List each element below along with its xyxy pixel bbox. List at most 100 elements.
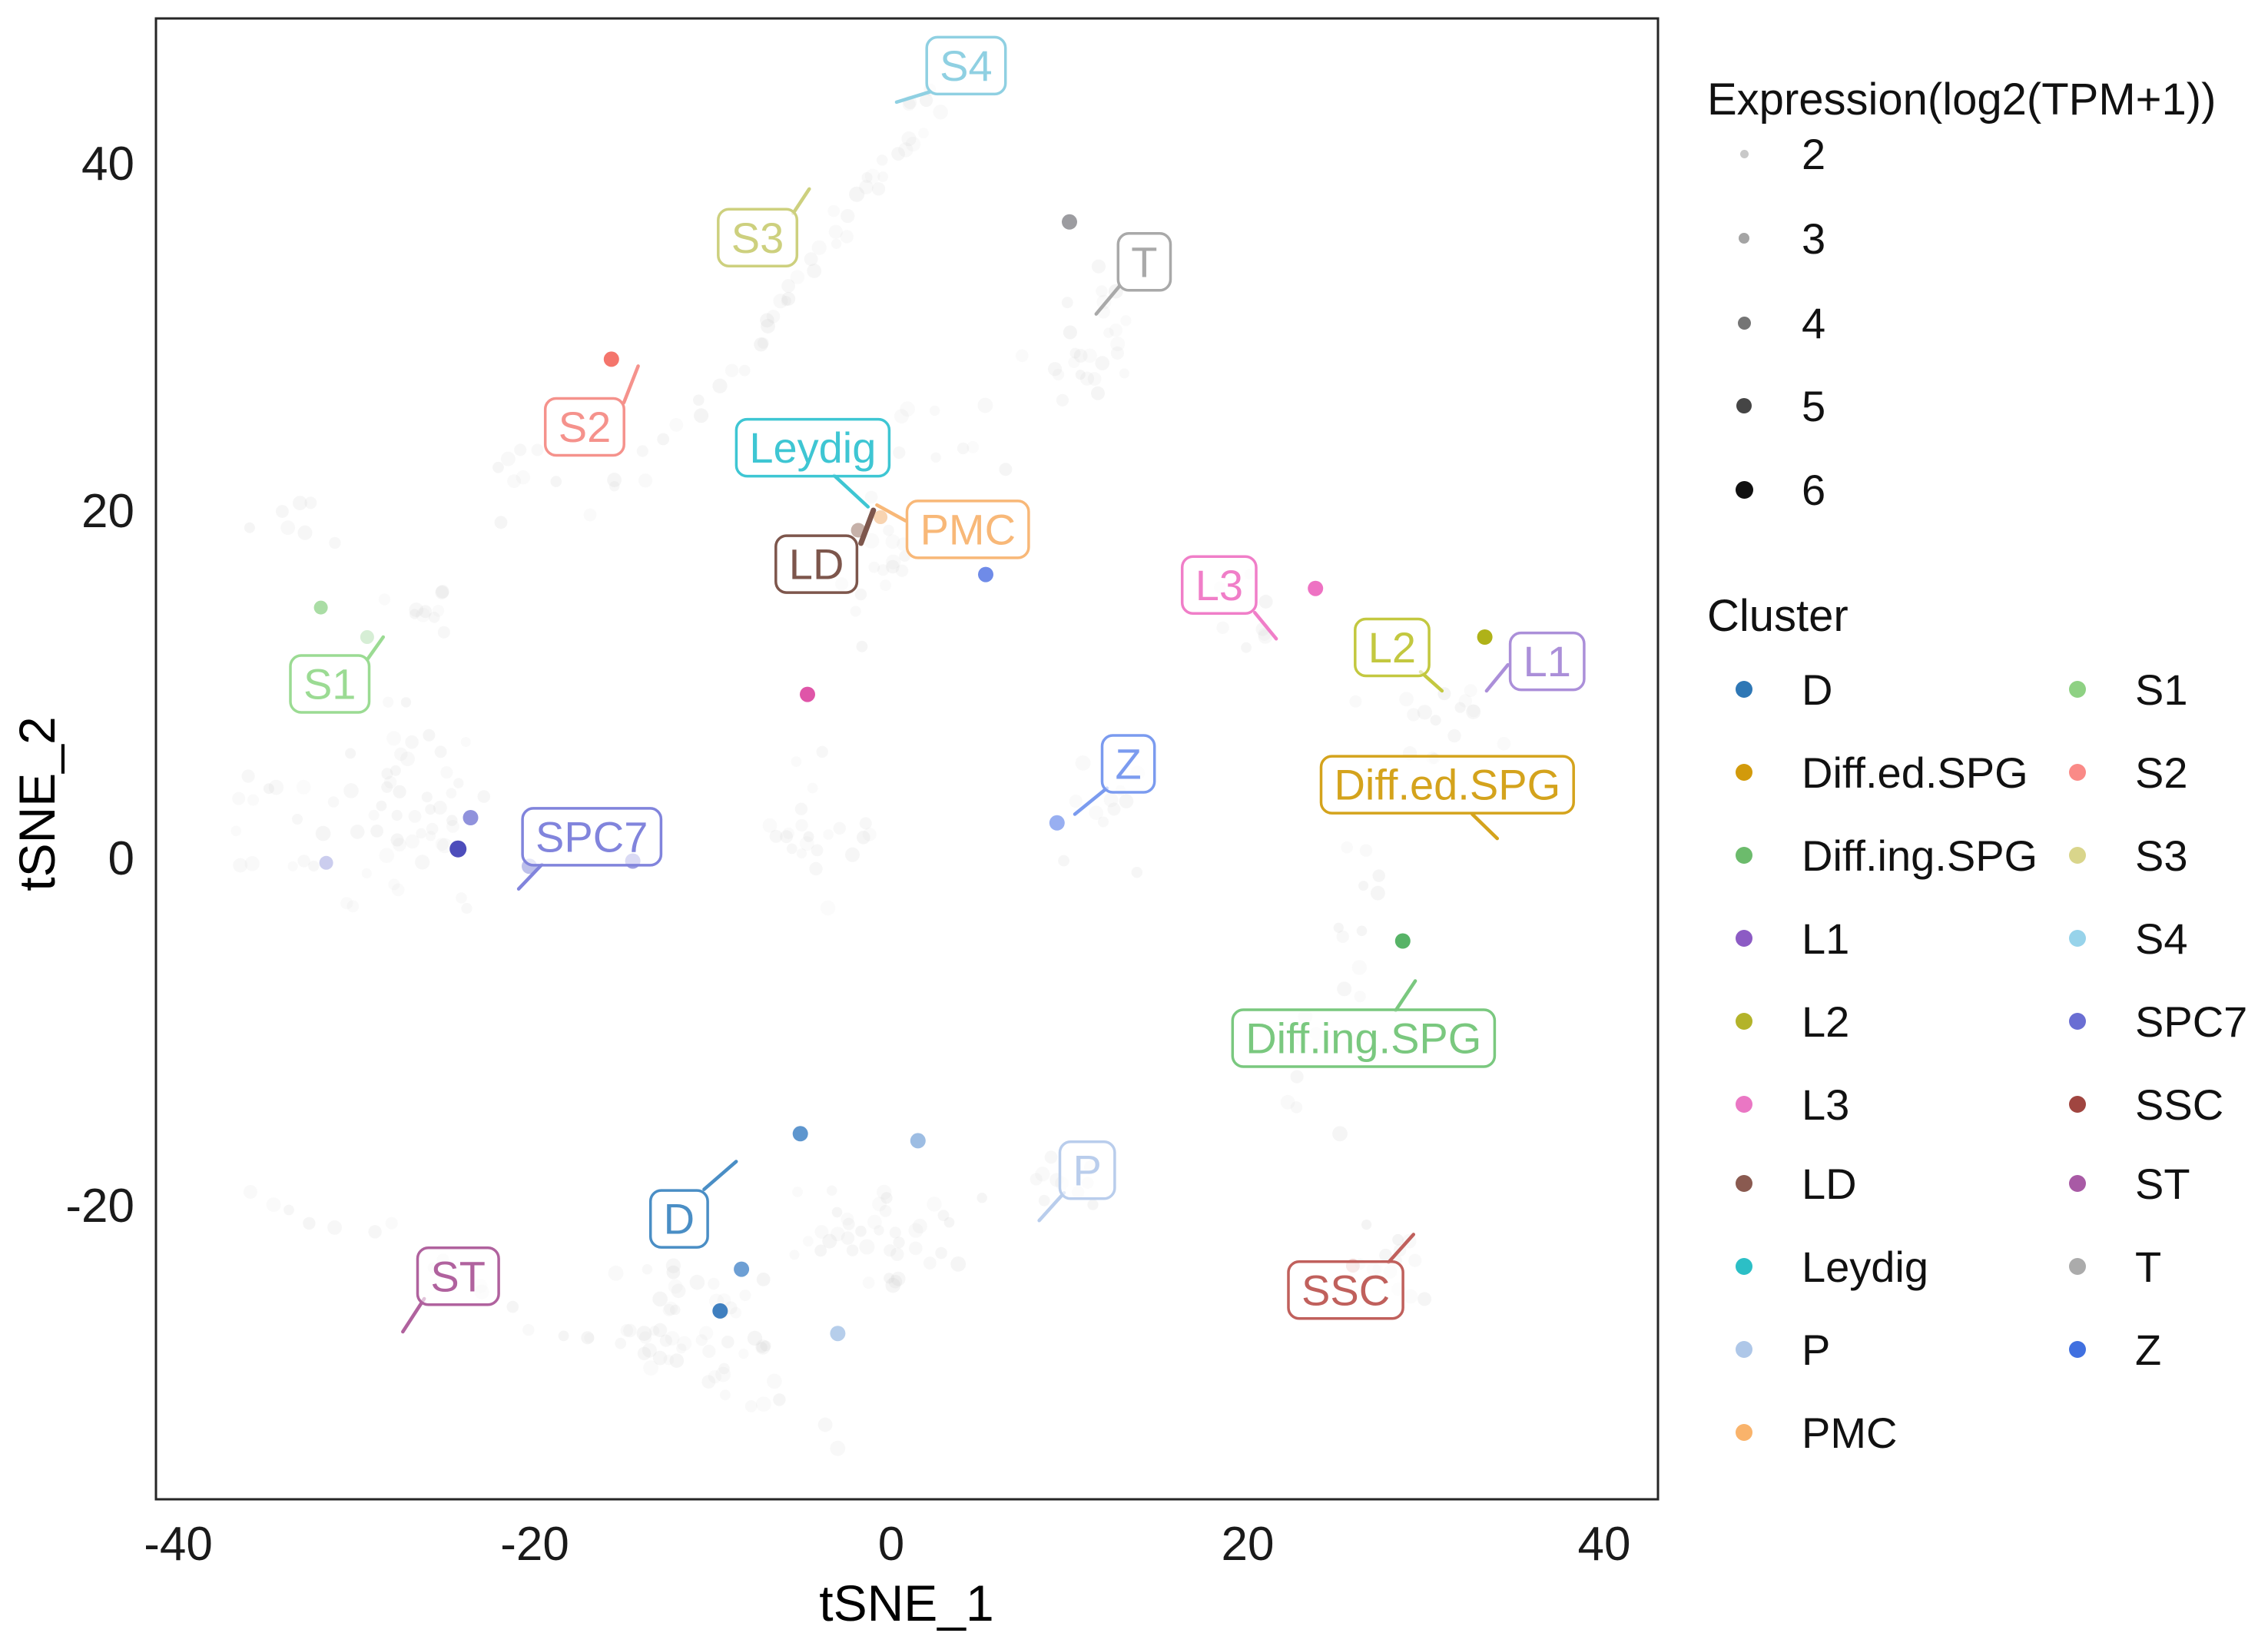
background-point: [977, 397, 993, 413]
background-point: [426, 822, 439, 835]
data-point-s2: [603, 351, 619, 367]
background-point: [1341, 841, 1353, 854]
background-point: [859, 180, 874, 194]
leader-line-ssc: [1387, 1233, 1416, 1264]
cluster-label-text: S3: [731, 214, 784, 262]
background-point: [244, 856, 260, 871]
background-point: [423, 729, 436, 742]
background-point: [433, 801, 447, 815]
background-point: [840, 230, 854, 244]
background-point: [712, 378, 728, 393]
background-point: [877, 154, 888, 166]
background-point: [766, 310, 781, 324]
background-point: [1447, 729, 1461, 743]
cluster-label-box: [734, 417, 891, 478]
background-point: [845, 847, 860, 862]
background-point: [669, 418, 684, 432]
legend-item-label: S1: [2135, 665, 2188, 714]
background-point: [782, 827, 794, 839]
background-point: [1359, 844, 1373, 857]
background-point: [804, 252, 818, 267]
legend-expression-title: Expression(log2(TPM+1)): [1707, 75, 2217, 124]
background-point: [642, 1264, 653, 1275]
background-point: [383, 696, 394, 708]
background-point: [415, 855, 430, 870]
background-point: [814, 1225, 829, 1239]
data-point-diff-ing-spg: [1394, 933, 1411, 949]
background-point: [885, 534, 900, 549]
background-point: [831, 1226, 845, 1242]
background-point: [1399, 692, 1414, 707]
background-point: [1497, 736, 1511, 751]
legend-cluster-item-l3: L3: [1736, 1077, 1849, 1131]
background-point: [760, 313, 774, 328]
background-point: [550, 476, 562, 487]
cluster-label-s2: S2: [543, 397, 625, 457]
background-point: [637, 1346, 652, 1361]
legend-color-dot-icon: [1736, 764, 1752, 781]
background-point: [923, 1256, 937, 1270]
background-point: [664, 1301, 678, 1316]
background-point: [930, 452, 941, 463]
background-point: [233, 858, 248, 873]
background-point: [381, 768, 393, 780]
legend-size-item-2: 2: [1739, 127, 1825, 181]
cluster-label-text: P: [1073, 1146, 1102, 1194]
background-point: [1351, 960, 1368, 975]
x-axis-tick-label: 20: [1222, 1518, 1275, 1571]
background-point: [868, 561, 880, 573]
legend-item-label: L2: [1802, 997, 1850, 1046]
background-point: [440, 766, 453, 779]
legend-color-dot-icon: [1736, 847, 1752, 864]
cluster-label-text: L2: [1368, 623, 1416, 672]
background-point: [1083, 348, 1097, 363]
background-point: [388, 878, 400, 891]
background-point: [830, 1440, 846, 1456]
background-point: [381, 781, 393, 793]
legend-cluster-item-s2: S2: [2069, 745, 2188, 799]
background-point: [920, 93, 933, 108]
background-point: [796, 848, 807, 859]
background-point: [803, 831, 814, 842]
background-point: [862, 827, 877, 841]
background-point: [1061, 297, 1073, 309]
background-point: [1110, 337, 1126, 352]
background-point: [822, 1233, 837, 1249]
background-point: [754, 337, 768, 352]
background-point: [850, 606, 861, 617]
leader-line-st: [401, 1296, 426, 1334]
background-point: [296, 779, 311, 795]
cluster-label-s1: S1: [289, 654, 371, 714]
legend-item-label: SSC: [2135, 1080, 2224, 1129]
legend-color-dot-icon: [1736, 930, 1752, 947]
legend-item-label: ST: [2135, 1159, 2190, 1208]
legend-item-label: PMC: [1802, 1408, 1898, 1457]
background-point: [268, 779, 284, 795]
background-point: [1119, 368, 1129, 379]
background-point: [1290, 1070, 1304, 1084]
background-point: [1110, 346, 1124, 360]
background-point: [400, 697, 412, 708]
background-point: [1052, 368, 1065, 381]
legend-color-dot-icon: [2069, 847, 2086, 864]
legend-color-dot-icon: [1739, 233, 1749, 244]
cluster-label-box: [521, 807, 663, 867]
leader-line-s2: [622, 364, 640, 405]
cluster-label-text: S4: [940, 41, 993, 90]
plot-panel-border: [154, 17, 1660, 1501]
background-point: [893, 446, 906, 460]
cluster-label-s3: S3: [717, 207, 799, 267]
background-point: [303, 1216, 316, 1230]
background-point: [280, 520, 296, 536]
background-point: [1035, 1167, 1050, 1182]
background-point: [461, 903, 472, 914]
data-point-l2: [1477, 629, 1493, 645]
background-point: [773, 1393, 786, 1406]
background-point: [891, 147, 905, 161]
leader-line-diff-ed-spg: [1471, 812, 1500, 841]
cluster-label-text: LD: [789, 540, 844, 589]
legend-item-label: T: [2135, 1242, 2162, 1291]
background-point: [901, 131, 917, 147]
